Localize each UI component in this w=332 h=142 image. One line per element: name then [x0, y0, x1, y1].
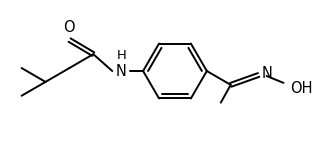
Text: H: H — [116, 49, 126, 62]
Text: O: O — [64, 20, 75, 35]
Text: N: N — [262, 66, 273, 82]
Text: OH: OH — [290, 81, 313, 96]
Text: N: N — [116, 63, 126, 79]
